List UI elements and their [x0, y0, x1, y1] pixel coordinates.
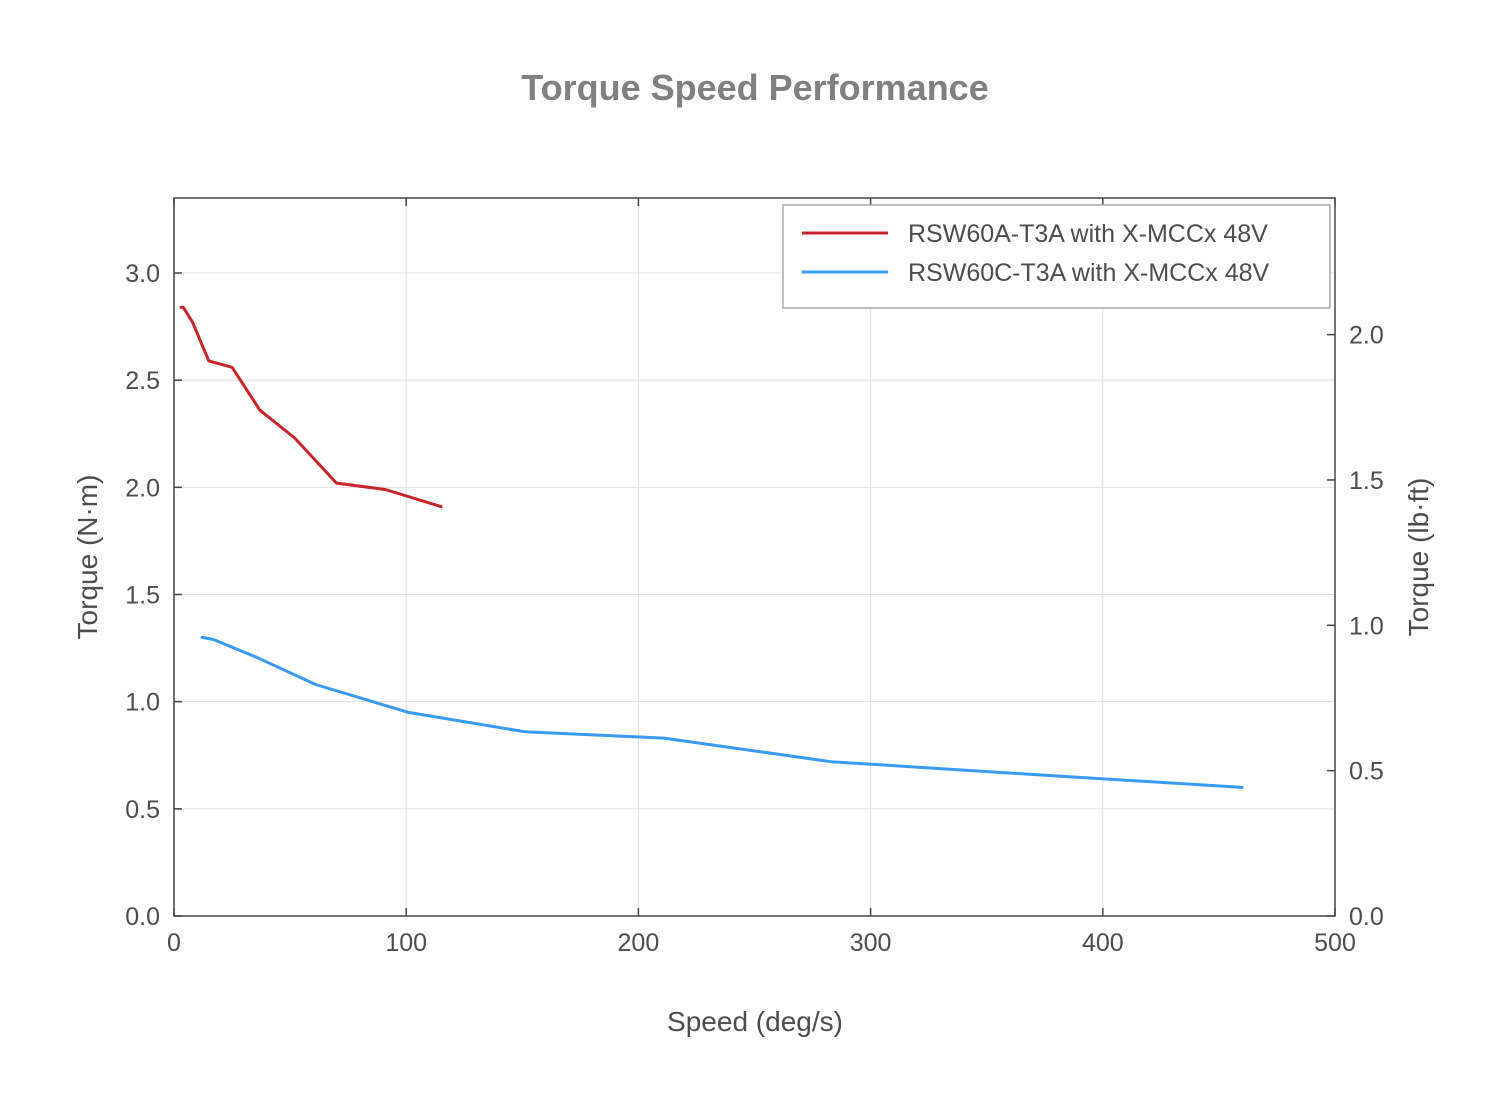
y-tick-label: 2.0 — [125, 474, 160, 502]
legend-label-rsw60c: RSW60C-T3A with X-MCCx 48V — [908, 259, 1270, 287]
legend-box — [782, 204, 1331, 309]
y2-tick-label: 1.5 — [1349, 467, 1384, 495]
y-tick-label: 3.0 — [125, 260, 160, 288]
series-lines — [179, 305, 1244, 789]
x-tick-label: 500 — [1314, 929, 1356, 957]
x-axis-label: Speed (deg/s) — [667, 1006, 843, 1037]
chart-title: Torque Speed Performance — [521, 67, 988, 108]
y-tick-label: 2.5 — [125, 367, 160, 395]
y2-tick-label: 1.0 — [1349, 612, 1384, 640]
series-line-rsw60a — [179, 305, 443, 509]
legend-label-rsw60a: RSW60A-T3A with X-MCCx 48V — [908, 220, 1268, 248]
x-tick-label: 100 — [385, 929, 427, 957]
y2-tick-label: 0.0 — [1349, 903, 1384, 931]
y-tick-label: 0.5 — [125, 796, 160, 824]
y-tick-label: 1.0 — [125, 689, 160, 717]
x-tick-label: 200 — [618, 929, 660, 957]
series-line-rsw60c — [200, 635, 1244, 789]
x-tick-label: 300 — [850, 929, 892, 957]
y-axis-ticks: 0.0 0.5 1.0 1.5 2.0 2.5 3.0 — [125, 260, 182, 931]
y-tick-label: 0.0 — [125, 903, 160, 931]
plot-frame — [173, 197, 1336, 917]
x-tick-label: 0 — [167, 929, 181, 957]
y2-axis-label: Torque (lb·ft) — [1403, 478, 1434, 637]
y2-tick-label: 0.5 — [1349, 758, 1384, 786]
legend: RSW60A-T3A with X-MCCx 48V RSW60C-T3A wi… — [782, 204, 1331, 309]
y2-axis-ticks: 0.0 0.5 1.0 1.5 2.0 — [1327, 322, 1384, 931]
x-axis-ticks: 0 100 200 300 400 500 — [167, 198, 1356, 957]
x-tick-label: 400 — [1082, 929, 1124, 957]
y-axis-label: Torque (N·m) — [72, 475, 103, 640]
y-tick-label: 1.5 — [125, 582, 160, 610]
y2-tick-label: 2.0 — [1349, 322, 1384, 350]
